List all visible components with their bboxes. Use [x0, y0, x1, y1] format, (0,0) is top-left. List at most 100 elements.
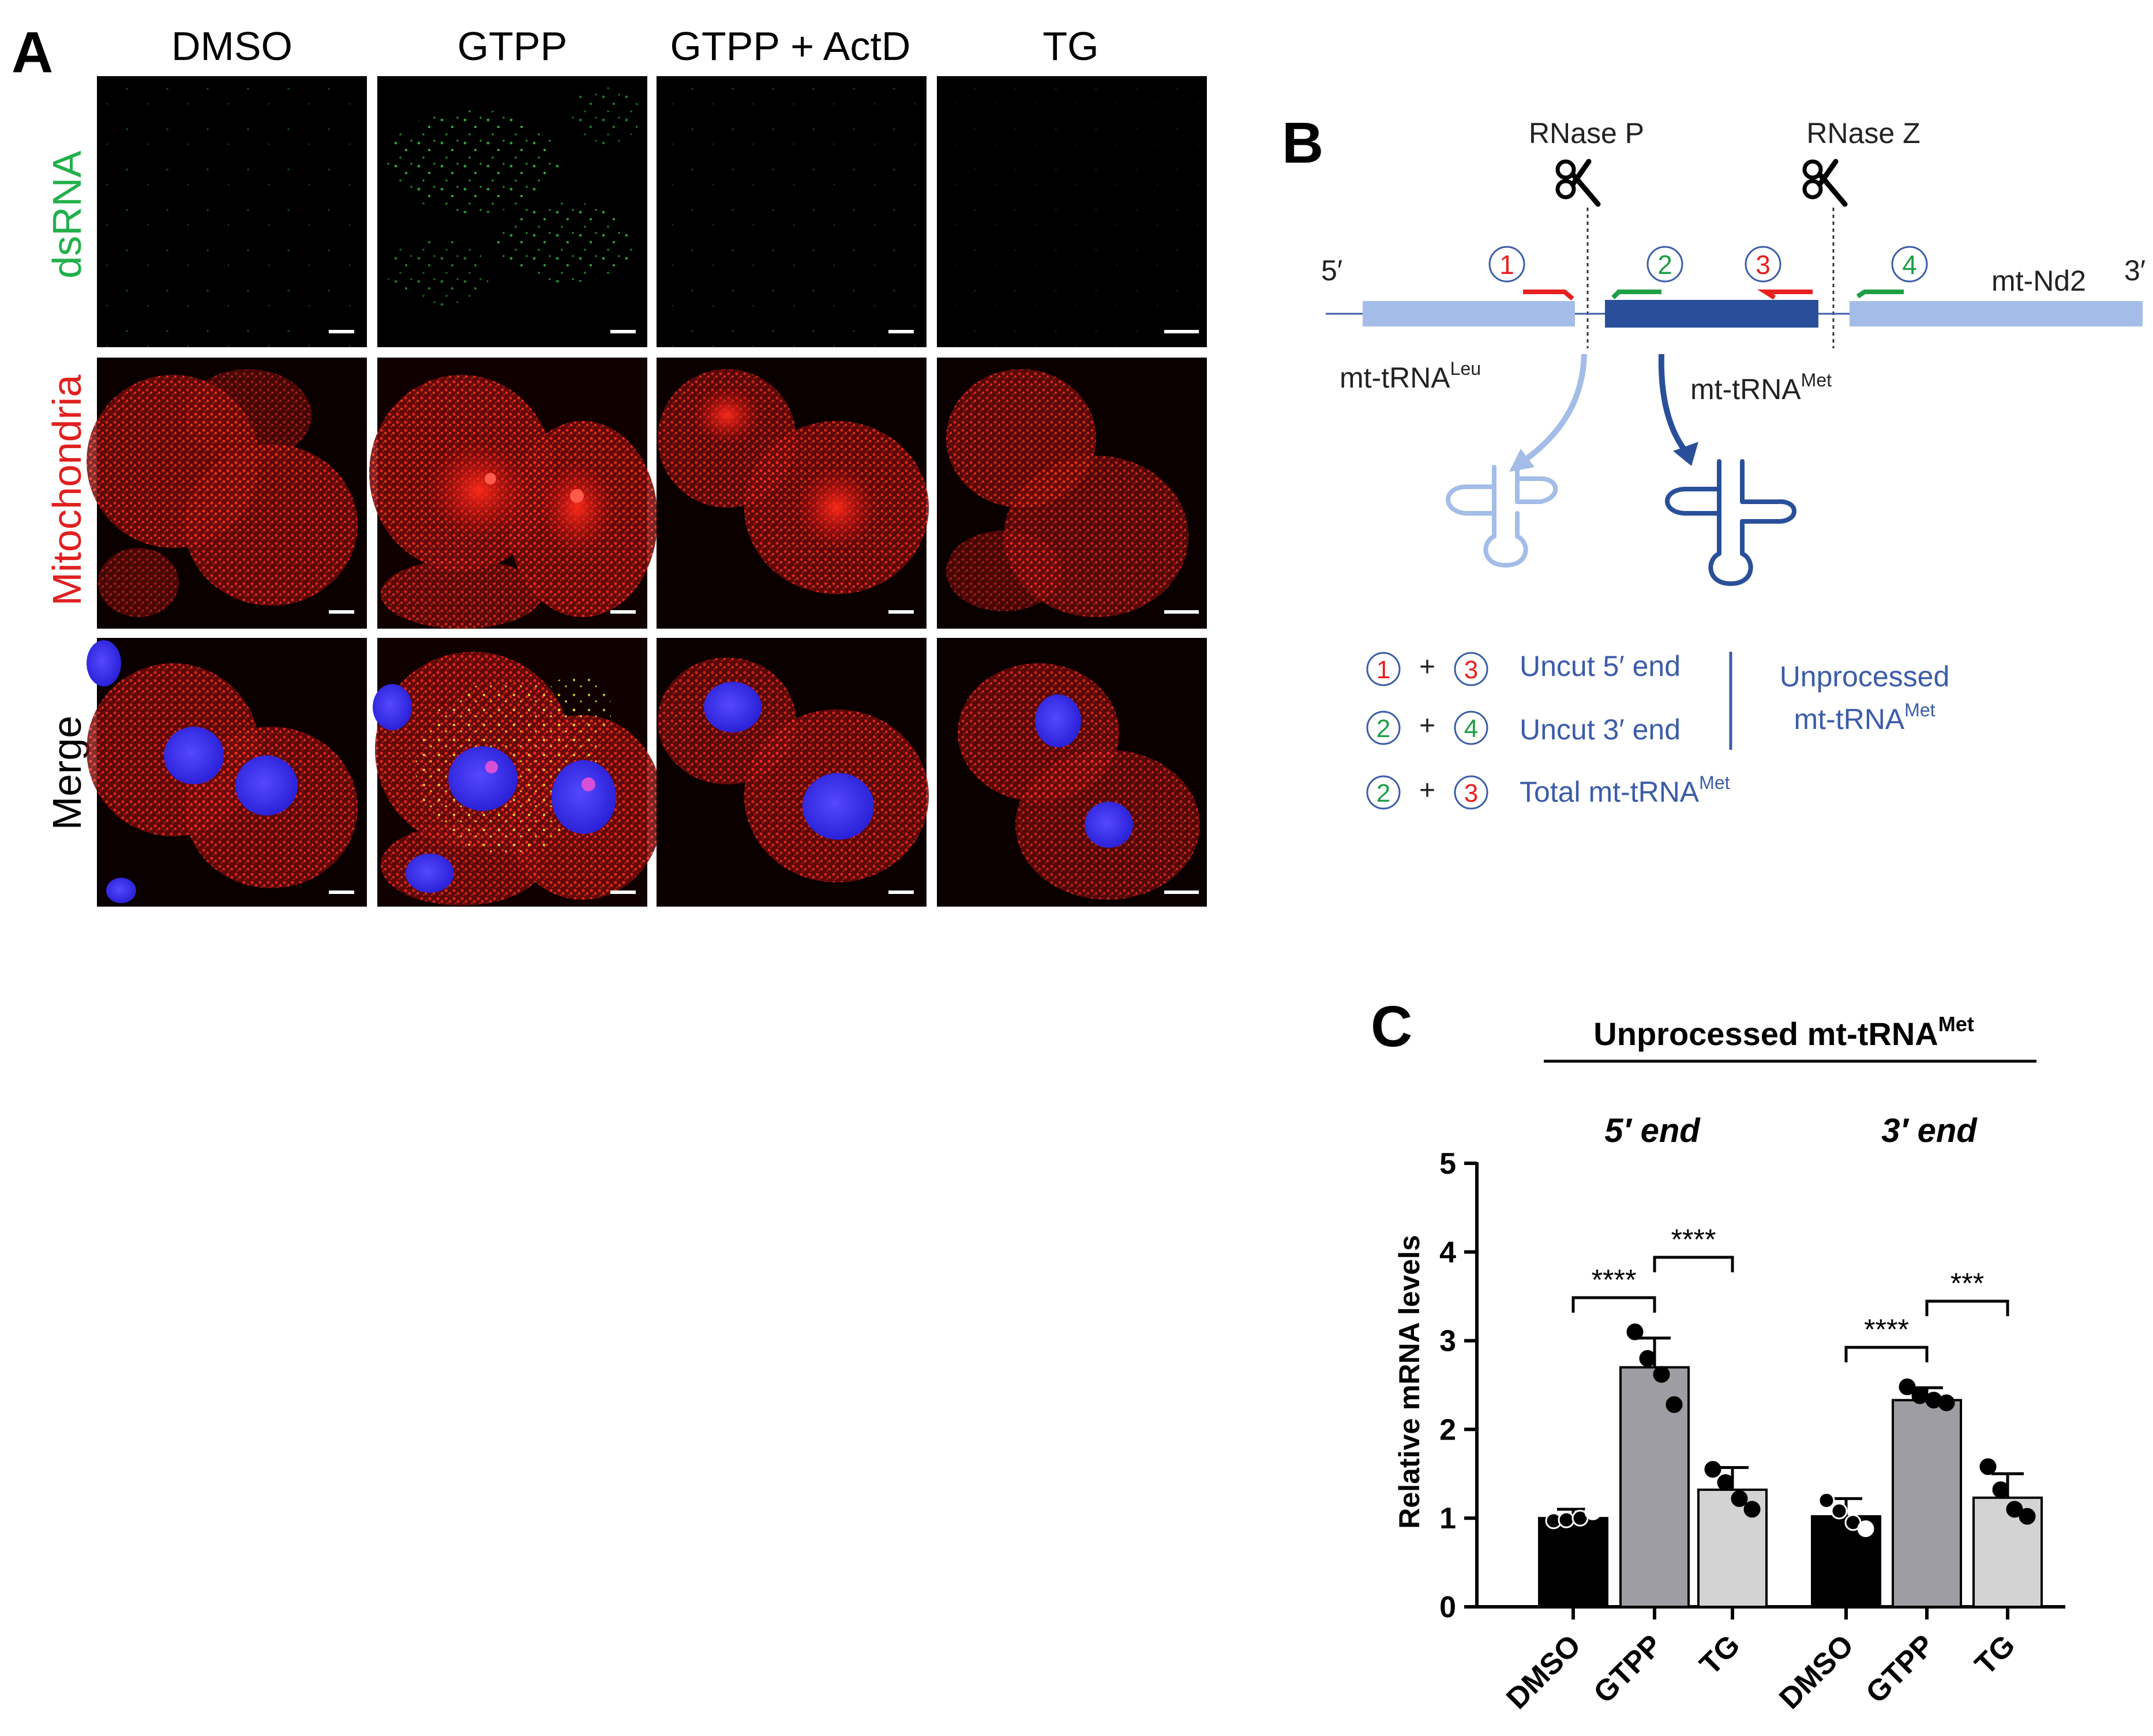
data-point — [1717, 1474, 1734, 1491]
trna-met-label: mt-tRNAMet — [1690, 370, 1832, 405]
svg-text:1: 1 — [1376, 656, 1390, 684]
five-prime-label: 5′ — [1321, 254, 1342, 287]
primer-4-arrow — [1856, 290, 1904, 299]
significance-bracket — [1653, 1256, 1734, 1272]
micrograph-mito-gtpp — [369, 358, 658, 629]
data-point — [1653, 1366, 1670, 1383]
svg-text:3: 3 — [1756, 250, 1771, 280]
data-point — [1558, 1511, 1575, 1528]
micrograph-merge-gtpp — [373, 638, 663, 907]
col-header-gtpp-actd: GTPP + ActD — [670, 24, 911, 69]
x-tick-label: GTPP — [1859, 1628, 1941, 1709]
col-header-dmso: DMSO — [171, 24, 292, 69]
svg-text:Uncut 3′ end: Uncut 3′ end — [1520, 713, 1681, 746]
y-tick-label: 3 — [1439, 1325, 1456, 1358]
three-prime-label: 3′ — [2124, 254, 2146, 287]
significance-bracket — [1844, 1346, 1929, 1363]
scale-bar — [610, 890, 636, 894]
processing-arrow-met — [1658, 354, 1698, 466]
micrograph-merge-dmso — [87, 638, 367, 907]
svg-text:2: 2 — [1657, 250, 1672, 280]
micrograph-dsrna-gtpp — [377, 76, 647, 347]
trna-leu-icon — [1446, 465, 1558, 568]
scale-bar — [1164, 330, 1199, 333]
micrograph-mito-gtpp-actd — [657, 358, 929, 629]
primer-2-badge: 2 — [1646, 246, 1683, 283]
primer-1-badge: 1 — [1488, 246, 1525, 283]
y-tick-label: 4 — [1439, 1236, 1456, 1269]
significance-label: *** — [1951, 1267, 1984, 1299]
scale-bar — [329, 610, 354, 614]
primer-3-badge: 3 — [1745, 246, 1781, 283]
panel-b-letter: B — [1282, 111, 1323, 175]
micrograph-dsrna-tg — [937, 76, 1207, 347]
data-point — [1666, 1396, 1683, 1413]
data-point — [1731, 1490, 1748, 1507]
svg-text:3: 3 — [1464, 656, 1478, 684]
svg-text:2: 2 — [1376, 715, 1390, 743]
data-point — [1979, 1458, 1997, 1475]
panel-c-letter: C — [1371, 994, 1412, 1059]
trna-met-block — [1605, 300, 1818, 328]
data-point — [1818, 1491, 1835, 1509]
data-point — [2006, 1501, 2023, 1518]
legend-row-uncut-3: 2 + 4 Uncut 3′ end — [1366, 711, 1681, 746]
bar — [1892, 1399, 1962, 1608]
trna-leu-block — [1363, 301, 1575, 326]
svg-text:Uncut 5′ end: Uncut 5′ end — [1520, 650, 1681, 682]
row-label-mitochondria: Mitochondria — [44, 375, 89, 606]
group-label-5: 5′ end — [1604, 1112, 1701, 1149]
scale-bar — [610, 330, 636, 333]
bracket-label-line1: Unprocessed — [1780, 660, 1950, 693]
scale-bar — [888, 890, 914, 894]
svg-text:2: 2 — [1376, 779, 1390, 807]
primer-1-arrow — [1523, 290, 1574, 301]
significance-label: **** — [1864, 1313, 1909, 1346]
bar — [1538, 1517, 1608, 1608]
svg-text:+: + — [1419, 652, 1435, 682]
svg-text:4: 4 — [1464, 715, 1478, 743]
primer-3-arrow — [1757, 290, 1813, 300]
nd2-block — [1850, 301, 2143, 326]
micrograph-merge-gtpp-actd — [657, 638, 929, 907]
legend-row-uncut-5: 1 + 3 Uncut 5′ end — [1366, 650, 1681, 686]
x-tick-label: GTPP — [1587, 1628, 1668, 1709]
x-tick-label: DMSO — [1773, 1628, 1860, 1715]
primer-2-arrow — [1611, 290, 1661, 299]
svg-text:+: + — [1419, 775, 1435, 806]
micrograph-dsrna-dmso — [97, 76, 367, 347]
scissors-icon — [1802, 159, 1848, 207]
svg-text:4: 4 — [1902, 250, 1917, 280]
svg-text:1: 1 — [1499, 250, 1514, 280]
scale-bar — [329, 890, 354, 894]
scale-bar — [888, 330, 914, 333]
micrograph-mito-tg — [937, 358, 1207, 629]
row-label-dsrna: dsRNA — [44, 151, 89, 279]
data-point — [1911, 1387, 1929, 1404]
scale-bar — [1164, 890, 1199, 894]
data-point — [1626, 1323, 1644, 1340]
data-point — [1584, 1503, 1601, 1520]
y-tick-label: 5 — [1439, 1147, 1456, 1181]
legend-row-total: 2 + 3 Total mt-tRNAMet — [1366, 772, 1730, 810]
y-tick-label: 1 — [1439, 1502, 1456, 1535]
svg-text:+: + — [1419, 711, 1435, 741]
data-point — [1899, 1378, 1916, 1396]
col-header-tg: TG — [1042, 24, 1098, 69]
data-point — [1704, 1461, 1721, 1478]
rnase-z-label: RNase Z — [1806, 117, 1920, 149]
data-point — [1938, 1394, 1955, 1411]
data-point — [1831, 1502, 1848, 1520]
svg-text:3: 3 — [1464, 779, 1478, 807]
significance-label: **** — [1671, 1223, 1716, 1256]
primer-4-badge: 4 — [1891, 246, 1928, 283]
scale-bar — [1164, 610, 1199, 614]
svg-text:Total mt-tRNAMet: Total mt-tRNAMet — [1520, 772, 1730, 808]
row-label-merge: Merge — [44, 716, 89, 830]
chart-title: Unprocessed mt-tRNAMet — [1593, 1012, 1974, 1052]
y-axis-label: Relative mRNA levels — [1393, 1235, 1426, 1529]
bracket-label-line2: mt-tRNAMet — [1794, 700, 1936, 735]
trna-leu-label: mt-tRNALeu — [1340, 358, 1481, 394]
group-label-3: 3′ end — [1881, 1112, 1978, 1149]
